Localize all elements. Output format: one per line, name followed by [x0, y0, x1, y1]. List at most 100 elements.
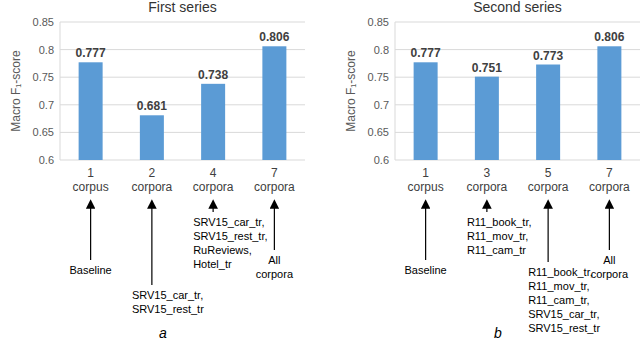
category-label: 7corpora: [254, 166, 295, 194]
arrow: [548, 204, 549, 262]
bar: [140, 115, 164, 160]
title: First series: [148, 0, 216, 15]
category-line: corpora: [254, 180, 295, 194]
tick-label: 0.7: [39, 99, 54, 111]
panel: Second series 0.6 0.65 0.7 0.75 0.8 0.85 Macro …: [344, 0, 640, 341]
bar: [414, 62, 438, 160]
annotation-line: SRV15_car_tr,: [193, 216, 264, 228]
category-label: 1corpus: [73, 166, 109, 194]
y-axis: [395, 22, 396, 160]
annotation-line: corpora: [256, 268, 294, 280]
annotation-line: corpora: [591, 268, 629, 280]
annotation-line: R11_cam_tr: [467, 244, 526, 256]
bar: [475, 77, 499, 160]
category-line: corpus: [408, 180, 444, 194]
tick-label: 0.75: [33, 71, 54, 83]
bar: [201, 84, 225, 160]
category-label: 5corpora: [528, 166, 569, 194]
annotation-line: SRV15_rest_tr: [132, 303, 204, 315]
annotation: SRV15_car_tr, SRV15_rest_tr, RuReviews, Hot…: [193, 216, 267, 270]
bar: [597, 46, 621, 160]
data-label: 0.777: [411, 46, 441, 60]
y-axis-label: Macro F₁-score: [344, 50, 358, 132]
data-label: 0.806: [259, 30, 289, 44]
annotation: R11_book_tr, R11_mov_tr, R11_cam_tr: [467, 216, 532, 256]
annotation-line: SRV15_car_tr,: [132, 289, 203, 301]
grid-line: [60, 22, 305, 23]
annotation-line: R11_book_tr,: [467, 216, 532, 228]
y-axis: [60, 22, 61, 160]
annotation-line: Hotel_tr: [193, 258, 232, 270]
data-label: 0.681: [137, 99, 167, 113]
category-line: 1: [87, 166, 94, 180]
panel-letter: b: [494, 325, 502, 341]
arrow: [213, 204, 214, 212]
annotation: Baseline: [70, 264, 112, 276]
tick-label: 0.8: [374, 44, 389, 56]
annotation-line: All: [268, 254, 280, 266]
category-line: corpora: [589, 180, 630, 194]
title: Second series: [473, 0, 562, 15]
tick-label: 0.6: [374, 154, 389, 166]
bars: [414, 46, 622, 160]
tick-label: 0.85: [368, 16, 389, 28]
arrow: [151, 204, 152, 285]
category-line: corpora: [528, 180, 569, 194]
data-label: 0.777: [76, 46, 106, 60]
data-label: 0.773: [533, 49, 563, 63]
annotation-line: SRV15_rest_tr,: [193, 230, 267, 242]
category-line: corpus: [73, 180, 109, 194]
annotation-line: All: [603, 254, 615, 266]
panel: First series0.60.650.70.750.80.85Macro F…: [9, 0, 305, 341]
category-label: 1corpus: [408, 166, 444, 194]
y-axis-label: Macro F₁-score: [9, 50, 23, 132]
category-label: 4corpora: [193, 166, 234, 194]
annotation-line: RuReviews,: [193, 244, 252, 256]
panel-letter: a: [159, 325, 167, 341]
data-label: 0.806: [594, 30, 624, 44]
bar: [262, 46, 286, 160]
category-line: 1: [422, 166, 429, 180]
category-line: 7: [271, 166, 278, 180]
category-line: 2: [149, 166, 156, 180]
category-line: corpora: [467, 180, 508, 194]
tick-label: 0.65: [368, 126, 389, 138]
figure: First series0.60.650.70.750.80.85Macro F…: [0, 0, 640, 346]
category-line: 3: [484, 166, 491, 180]
category-line: 4: [210, 166, 217, 180]
annotation: All corpora: [256, 254, 294, 280]
category-line: 5: [545, 166, 552, 180]
bars: [79, 46, 287, 160]
bar: [536, 65, 560, 160]
annotation: All corpora: [591, 254, 629, 280]
annotation-line: R11_mov_tr,: [467, 230, 529, 242]
arrow: [609, 204, 610, 250]
tick-label: 0.85: [33, 16, 54, 28]
annotation: SRV15_car_tr, SRV15_rest_tr: [132, 289, 204, 315]
category-line: 7: [606, 166, 613, 180]
arrow: [486, 204, 487, 212]
annotation: R11_book_tr, R11_mov_tr, R11_cam_tr, SRV15_…: [528, 266, 600, 334]
category-line: corpora: [132, 180, 173, 194]
annotation-line: SRV15_car_tr,: [528, 308, 599, 320]
tick-label: 0.6: [39, 154, 54, 166]
tick-label: 0.7: [374, 99, 389, 111]
annotation-line: Baseline: [405, 264, 447, 276]
tick-label: 0.75: [368, 71, 389, 83]
annotation: Baseline: [405, 264, 447, 276]
annotation-line: R11_mov_tr,: [528, 280, 590, 292]
arrow: [90, 204, 91, 260]
annotation-line: SRV15_rest_tr: [528, 322, 600, 334]
arrow: [425, 204, 426, 260]
annotation-line: R11_book_tr,: [528, 266, 593, 278]
arrow: [274, 204, 275, 250]
grid-line: [395, 22, 640, 23]
data-label: 0.738: [198, 68, 228, 82]
category-label: 2corpora: [132, 166, 173, 194]
tick-label: 0.8: [39, 44, 54, 56]
bar: [79, 62, 103, 160]
category-label: 3corpora: [467, 166, 508, 194]
annotation-line: R11_cam_tr,: [528, 294, 590, 306]
annotation-line: Baseline: [70, 264, 112, 276]
data-label: 0.751: [472, 61, 502, 75]
